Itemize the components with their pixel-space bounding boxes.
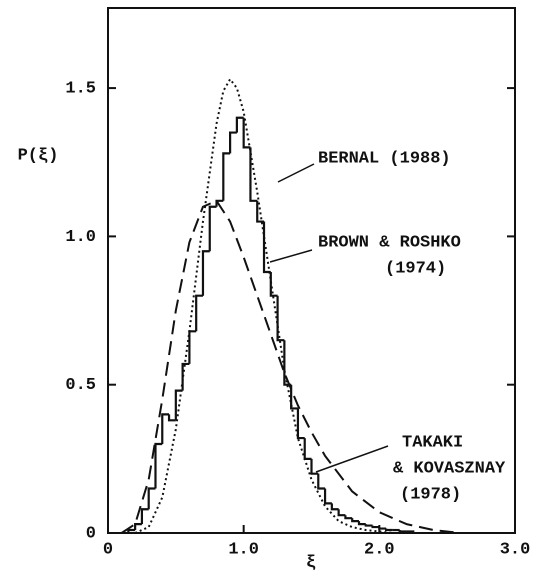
histogram-bar: [378, 527, 387, 530]
histogram-bar: [262, 221, 271, 274]
y-axis-label: P(ξ): [18, 146, 59, 165]
histogram-bar: [310, 458, 319, 475]
leader-line: [277, 163, 315, 183]
histogram-bar: [249, 147, 258, 202]
histogram-bar: [147, 487, 156, 510]
x-axis-label: ξ: [306, 553, 316, 572]
histogram-bar: [222, 152, 231, 201]
histogram-bar: [317, 473, 326, 490]
histogram-bar: [330, 503, 339, 511]
y-tick-label: 1.5: [65, 80, 96, 99]
y-tick-label: 0: [86, 524, 96, 543]
histogram-bar: [344, 515, 353, 520]
y-tick-label: 0.5: [65, 376, 96, 395]
leader-line: [269, 249, 313, 263]
histogram-bar: [229, 131, 237, 154]
annotation: BERNAL (1988): [318, 149, 451, 168]
histogram-bar: [208, 205, 217, 252]
plot-frame: [107, 7, 516, 534]
histogram-bar: [242, 117, 251, 149]
x-tick-label: 3.0: [500, 540, 531, 559]
annotation: TAKAKI: [402, 433, 463, 452]
histogram-bar: [161, 413, 170, 445]
annotation: BROWN & ROSHKO: [318, 233, 461, 252]
annotation: & KOVASZNAY: [393, 459, 506, 478]
annotation: (1974): [385, 259, 446, 278]
x-tick-label: 1.0: [228, 540, 259, 559]
histogram-bar: [290, 384, 298, 410]
leader-line: [315, 445, 389, 473]
curve: [134, 78, 394, 534]
histogram-bar: [127, 528, 136, 533]
histogram-bar: [337, 509, 346, 517]
histogram-bar: [235, 116, 244, 133]
histogram-bar: [406, 530, 415, 533]
histogram-bar: [195, 294, 203, 332]
histogram-bar: [167, 414, 176, 422]
histogram-bar: [323, 488, 332, 505]
histogram-bar: [276, 295, 285, 342]
curve: [121, 199, 461, 534]
histogram-bar: [215, 199, 224, 207]
histogram-bar: [181, 362, 190, 391]
histogram-bar: [283, 340, 292, 386]
annotation: (1978): [400, 485, 461, 504]
histogram-bar: [351, 518, 359, 523]
histogram-bar: [385, 528, 393, 532]
x-tick-label: 0: [103, 540, 113, 559]
histogram-bar: [296, 408, 305, 440]
histogram-bar: [256, 200, 265, 223]
histogram-bar: [357, 521, 366, 526]
histogram-bar: [134, 523, 142, 531]
histogram-bar: [364, 524, 373, 527]
histogram-bar: [371, 525, 380, 529]
x-tick-label: 2.0: [364, 540, 395, 559]
histogram-bar: [188, 330, 197, 364]
histogram-bar: [269, 271, 278, 297]
histogram-bar: [154, 442, 163, 489]
histogram-bar: [398, 530, 407, 533]
histogram-bar: [303, 438, 312, 460]
histogram-bar: [140, 508, 149, 525]
histogram-bar: [201, 250, 210, 296]
y-tick-label: 1.0: [65, 228, 96, 247]
